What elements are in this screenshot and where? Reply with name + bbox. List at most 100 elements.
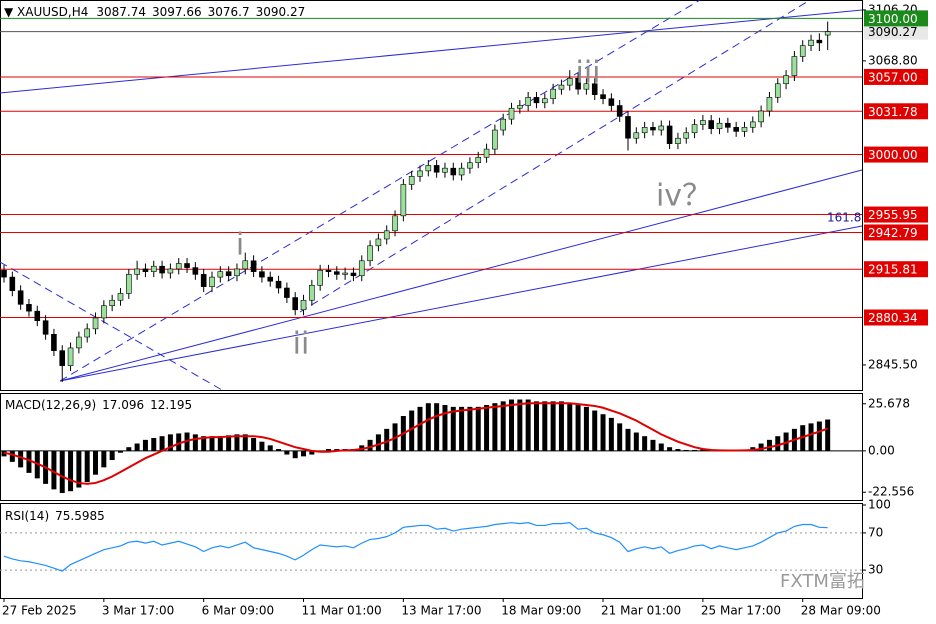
candle-body: [425, 165, 432, 172]
candle-body: [333, 271, 340, 275]
candle-body: [558, 84, 565, 90]
histogram-bar: [201, 436, 207, 451]
watermark: FXTM富拓: [780, 571, 865, 592]
candle-body: [616, 105, 623, 117]
candle-body: [608, 98, 615, 106]
candle-body: [317, 270, 323, 286]
histogram-bar: [226, 435, 232, 451]
histogram-bar: [9, 450, 15, 462]
candle-body: [42, 320, 49, 335]
price-label: 3057.00: [868, 70, 918, 84]
candle-body: [600, 94, 606, 100]
candle-body: [633, 132, 640, 139]
histogram-bar: [650, 439, 656, 451]
candle-body: [691, 124, 698, 134]
histogram-bar: [101, 450, 107, 468]
histogram-bar: [633, 432, 639, 451]
histogram-bar: [167, 434, 173, 451]
candle-body: [217, 271, 224, 278]
histogram-bar: [442, 405, 448, 451]
wave-label: iv？: [656, 179, 712, 214]
histogram-bar: [209, 436, 215, 451]
histogram-bar: [18, 450, 24, 468]
rsi-line: [3, 522, 828, 572]
histogram-bar: [251, 438, 257, 451]
histogram-bar: [567, 403, 573, 451]
candle-body: [408, 176, 415, 185]
wave-label: iii: [575, 56, 600, 91]
ohlc-close: 3090.27: [256, 5, 306, 19]
candle-body: [783, 75, 789, 85]
price-label: 2942.79: [868, 226, 918, 240]
macd-header: MACD(12,26,9) 17.096 12.195: [5, 398, 192, 412]
histogram-bar: [176, 433, 182, 451]
trend-line: [0, 9, 863, 94]
candle-body: [9, 276, 16, 292]
price-label-box: [864, 68, 928, 85]
price-label-box: [864, 224, 928, 241]
candle-body: [59, 350, 66, 366]
histogram-bar: [775, 436, 781, 451]
histogram-bar: [59, 450, 65, 494]
histogram-bar: [325, 449, 331, 451]
histogram-bar: [766, 439, 772, 451]
histogram-bar: [816, 421, 822, 451]
candle-body: [367, 245, 373, 262]
candle-body: [192, 267, 199, 275]
candle-body: [525, 97, 531, 106]
histogram-bar: [259, 441, 265, 451]
price-label: 3000.00: [868, 148, 918, 162]
candle-body: [150, 265, 157, 272]
histogram-bar: [159, 436, 165, 451]
candle-body: [475, 156, 482, 164]
candle-body: [725, 122, 731, 128]
x-tick-label: 21 Mar 01:00: [601, 604, 681, 618]
candle-body: [159, 265, 165, 274]
histogram-bar: [517, 399, 523, 451]
candle-body: [517, 105, 523, 109]
y-tick-label: 30: [868, 563, 883, 577]
main-panel: [0, 0, 863, 391]
candle-body: [92, 317, 99, 330]
candle-body: [234, 268, 240, 277]
header-arrow: ▼: [4, 5, 17, 19]
candle-body: [625, 116, 631, 139]
candle-body: [700, 120, 706, 125]
y-tick-label: 70: [868, 525, 883, 539]
candle-body: [758, 110, 764, 123]
histogram-bar: [509, 399, 515, 451]
x-tick-label: 25 Mar 17:00: [701, 604, 781, 618]
histogram-bar: [84, 450, 90, 483]
histogram-bar: [276, 449, 282, 451]
price-label: 3100.00: [868, 12, 918, 26]
candle-body: [167, 268, 174, 274]
histogram-bar: [575, 405, 581, 451]
symbol: XAUUSD,H4: [17, 5, 88, 19]
channel-line: [0, 261, 223, 391]
y-tick-label: 0.00: [868, 443, 895, 457]
signal-value: 12.195: [150, 398, 192, 412]
candle-body: [791, 56, 798, 76]
candle-body: [816, 39, 823, 44]
candle-body: [541, 98, 548, 104]
histogram-bar: [592, 410, 598, 451]
histogram-bar: [825, 419, 831, 451]
candle-body: [26, 304, 32, 312]
x-tick-label: 13 Mar 17:00: [401, 604, 481, 618]
y-tick-label: -22.556: [868, 485, 914, 499]
histogram-bar: [675, 449, 681, 451]
histogram-bar: [217, 436, 223, 451]
histogram-bar: [384, 428, 390, 451]
x-tick-label: 28 Mar 09:00: [801, 604, 881, 618]
histogram-bar: [625, 428, 631, 451]
candle-body: [658, 125, 665, 131]
price-label-box: [864, 103, 928, 120]
candle-body: [442, 167, 448, 173]
candle-body: [209, 276, 215, 287]
histogram-bar: [459, 406, 465, 451]
histogram-bar: [367, 439, 373, 451]
wave-label: ii: [293, 327, 310, 362]
candle-body: [708, 120, 715, 129]
